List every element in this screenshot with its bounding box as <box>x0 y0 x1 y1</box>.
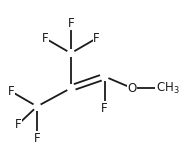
Text: F: F <box>42 32 48 45</box>
Text: F: F <box>34 132 40 145</box>
Text: CH$_3$: CH$_3$ <box>156 81 180 96</box>
Text: F: F <box>93 32 100 45</box>
Text: F: F <box>101 102 108 115</box>
Text: O: O <box>128 82 137 95</box>
Text: F: F <box>14 118 21 131</box>
Text: F: F <box>8 85 15 98</box>
Text: F: F <box>68 17 74 30</box>
